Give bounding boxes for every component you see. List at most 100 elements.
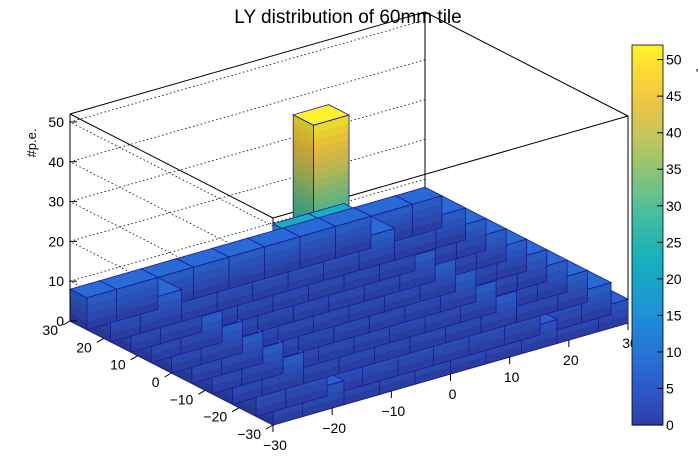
color-palette: 0 5 10 15 20 25 30 35 40 45 50 (631, 44, 682, 433)
palette-swatch (632, 133, 663, 141)
z-tick-label: 50 (48, 114, 64, 130)
palette-swatch (632, 289, 663, 297)
palette-swatch (632, 207, 663, 216)
palette-swatch (632, 296, 663, 304)
z-tick-label: 10 (48, 273, 64, 289)
palette-swatch (632, 58, 663, 66)
palette-swatch (632, 221, 663, 229)
x-tick-label: −20 (322, 420, 346, 436)
palette-swatch (632, 255, 663, 263)
palette-swatch (632, 167, 663, 175)
z-tick-label: 40 (48, 154, 64, 170)
z-tick-label: 30 (48, 194, 64, 210)
y-tick (96, 337, 105, 343)
palette-swatch (632, 99, 663, 107)
palette-swatch (632, 153, 663, 161)
palette-swatch (632, 85, 663, 94)
palette-swatch (632, 51, 663, 60)
z-tick-label: 0 (56, 313, 64, 329)
palette-tick-label: 20 (666, 271, 682, 287)
palette-swatch (632, 363, 663, 372)
palette-swatch (632, 397, 663, 406)
palette-swatch (632, 418, 663, 426)
y-tick (62, 320, 71, 326)
x-tick-label: 10 (504, 369, 520, 385)
palette-swatch (632, 65, 663, 73)
palette-swatch (632, 45, 663, 53)
palette-swatch (632, 187, 663, 195)
palette-swatch (632, 330, 663, 338)
palette-tick-label: 35 (666, 161, 682, 177)
palette-swatch (632, 262, 663, 270)
palette-swatch (632, 302, 663, 311)
palette-swatch (632, 336, 663, 345)
palette-swatch (632, 248, 663, 256)
palette-swatch (632, 140, 663, 148)
palette-tick-label: 50 (666, 52, 682, 68)
frame-edge (424, 11, 629, 117)
palette-tick-label: 5 (666, 380, 674, 396)
palette-swatch (632, 126, 663, 134)
palette-swatch (632, 228, 663, 236)
y-tick (265, 424, 274, 430)
y-tick-label: −10 (170, 391, 194, 407)
y-tick-label: −30 (237, 426, 261, 442)
palette-swatch (632, 72, 663, 80)
y-tick-label: 20 (76, 339, 92, 355)
y-tick-label: −20 (203, 409, 227, 425)
y-tick-label: 10 (110, 357, 126, 373)
palette-tick-label: 25 (666, 234, 682, 250)
palette-swatch (632, 377, 663, 385)
palette-swatch (632, 78, 663, 87)
palette-swatch (632, 404, 663, 412)
z-axis-label: #p.e. (24, 129, 39, 158)
palette-tick-label: 10 (666, 344, 682, 360)
palette-swatch (632, 350, 663, 358)
palette-swatch (632, 309, 663, 317)
palette-swatch (632, 146, 663, 155)
palette-swatch (632, 384, 663, 392)
palette-tick-label: 45 (666, 88, 682, 104)
palette-swatch (632, 201, 663, 209)
palette-swatch (632, 370, 663, 379)
palette-swatch (632, 112, 663, 121)
y-tick (164, 372, 172, 378)
y-tick (231, 407, 240, 413)
lego-bar (68, 280, 118, 331)
x-tick-label: 20 (563, 352, 579, 368)
palette-swatch (632, 275, 663, 284)
palette-swatch (632, 119, 663, 127)
palette-tick-label: 40 (666, 125, 682, 141)
lego-bars (68, 104, 630, 426)
grid-line (68, 19, 426, 227)
palette-tick-label: 15 (666, 307, 682, 323)
x-tick-label: −30 (263, 437, 287, 453)
palette-border (631, 44, 664, 426)
palette-swatch (632, 282, 663, 290)
palette-swatch (632, 316, 663, 324)
palette-swatch (632, 391, 663, 399)
y-tick-label: 0 (152, 374, 160, 390)
y-tick (130, 355, 138, 361)
palette-swatch (632, 357, 663, 365)
palette-swatch (632, 241, 663, 250)
palette-swatch (632, 160, 663, 168)
frame-edge (69, 113, 274, 219)
x-tick-label: 0 (449, 386, 457, 402)
palette-swatch (632, 343, 663, 351)
palette-swatch (632, 268, 663, 277)
x-tick-label: −10 (381, 403, 405, 419)
z-tick-label: 20 (48, 233, 64, 249)
palette-swatch (632, 323, 663, 331)
palette-swatch (632, 92, 663, 100)
palette-swatch (632, 106, 663, 114)
frame-edge (69, 11, 426, 115)
palette-swatch (632, 194, 663, 202)
palette-swatch (632, 235, 663, 243)
y-tick-label: 30 (42, 322, 58, 338)
palette-label: " (696, 66, 698, 81)
chart-title: LY distribution of 60mm tile (234, 7, 461, 28)
y-tick (198, 389, 206, 395)
palette-swatch (632, 214, 663, 222)
